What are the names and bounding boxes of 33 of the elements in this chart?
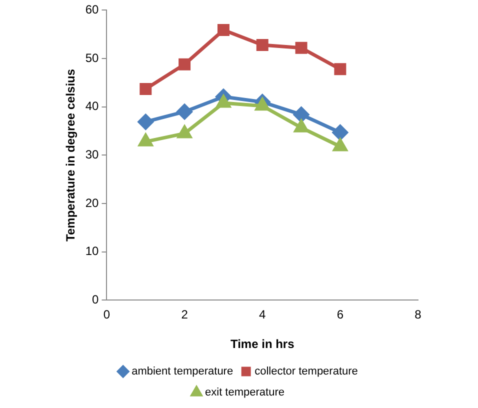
x-tick-label: 2: [181, 308, 188, 322]
y-tick-label: 20: [85, 196, 100, 210]
point: [332, 124, 348, 140]
point: [256, 39, 268, 51]
legend-label: ambient temperature: [132, 366, 234, 378]
point: [294, 106, 310, 122]
point: [294, 120, 308, 132]
point: [333, 138, 348, 152]
point: [178, 126, 192, 138]
legend-label: collector temperature: [254, 366, 358, 378]
y-tick-label: 50: [85, 50, 100, 65]
point: [138, 114, 154, 130]
y-tick-label: 40: [85, 99, 100, 114]
point: [216, 95, 230, 108]
point: [295, 42, 308, 54]
point: [138, 134, 153, 146]
x-axis-title: Time in hrs: [230, 337, 295, 352]
point: [176, 104, 192, 120]
point: [140, 82, 152, 95]
y-axis-title: Temperature in degree celsius: [64, 68, 78, 242]
point: [255, 98, 270, 111]
x-tick-label: 6: [336, 308, 344, 322]
y-tick-label: 60: [85, 2, 100, 17]
y-tick-label: 0: [92, 292, 100, 307]
y-tick-label: 10: [85, 244, 100, 258]
point: [178, 58, 191, 70]
x-tick-label: 4: [259, 308, 266, 322]
y-tick-label: 30: [85, 148, 100, 162]
point: [334, 63, 346, 76]
legend-label: exit temperature: [205, 386, 284, 399]
x-tick-label: 0: [103, 308, 110, 322]
x-tick-label: 8: [414, 308, 422, 322]
point: [217, 24, 230, 36]
